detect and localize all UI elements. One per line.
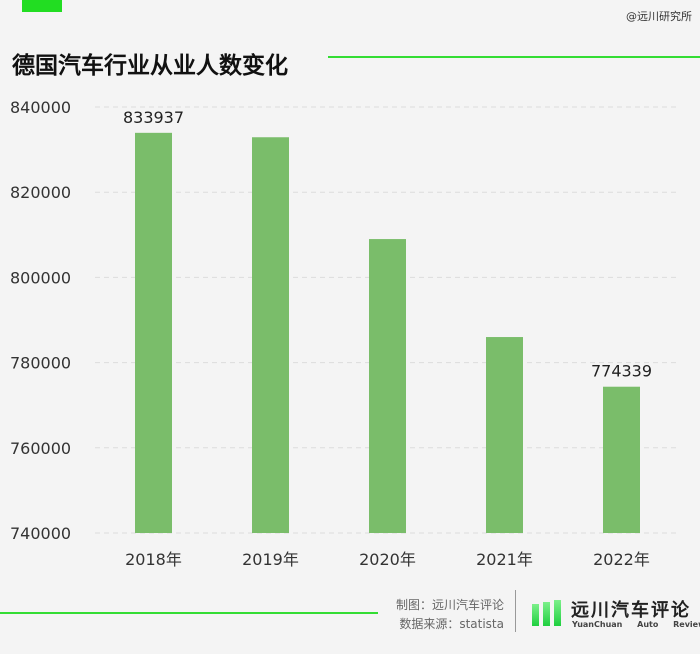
bar-chart: 740000 760000 780000 800000 820000 840000 833… bbox=[10, 98, 680, 569]
x-tick-label: 2018年 bbox=[125, 550, 182, 569]
x-tick-label: 2022年 bbox=[593, 550, 650, 569]
y-axis-labels: 740000 760000 780000 800000 820000 840000 bbox=[10, 98, 71, 543]
chart-title: 德国汽车行业从业人数变化 bbox=[12, 53, 288, 79]
bar-2021年 bbox=[486, 337, 523, 533]
credit-text: 制图：远川汽车评论 bbox=[395, 598, 504, 612]
watermark: @远川研究所 bbox=[626, 10, 692, 23]
y-tick-label: 840000 bbox=[10, 98, 71, 117]
bar-2022年 bbox=[603, 386, 640, 533]
data-labels: 833937 774339 bbox=[123, 108, 652, 381]
bar-2018年 bbox=[135, 132, 172, 534]
data-label: 774339 bbox=[591, 362, 652, 381]
bar-2019年 bbox=[252, 137, 289, 533]
y-tick-label: 760000 bbox=[10, 439, 71, 458]
bar-2020年 bbox=[369, 239, 406, 533]
chart-bars bbox=[135, 132, 640, 534]
x-axis-labels: 2018年 2019年 2020年 2021年 2022年 bbox=[125, 550, 650, 569]
y-tick-label: 800000 bbox=[10, 268, 71, 287]
footer-accent-line bbox=[0, 612, 378, 614]
green-bars-logo-icon bbox=[532, 600, 561, 626]
x-tick-label: 2019年 bbox=[242, 550, 299, 569]
x-tick-label: 2021年 bbox=[476, 550, 533, 569]
brand-name-cn: 远川汽车评论 bbox=[571, 600, 691, 621]
x-tick-label: 2020年 bbox=[359, 550, 416, 569]
source-text: 数据来源：statista bbox=[399, 617, 504, 631]
brand-name-en: YuanChuan Auto Review bbox=[572, 620, 700, 629]
y-tick-label: 740000 bbox=[10, 524, 71, 543]
corner-tag-block bbox=[22, 0, 62, 12]
y-tick-label: 780000 bbox=[10, 354, 71, 373]
title-accent-line bbox=[328, 56, 700, 58]
y-tick-label: 820000 bbox=[10, 183, 71, 202]
footer-divider bbox=[515, 590, 516, 632]
data-label: 833937 bbox=[123, 108, 184, 127]
